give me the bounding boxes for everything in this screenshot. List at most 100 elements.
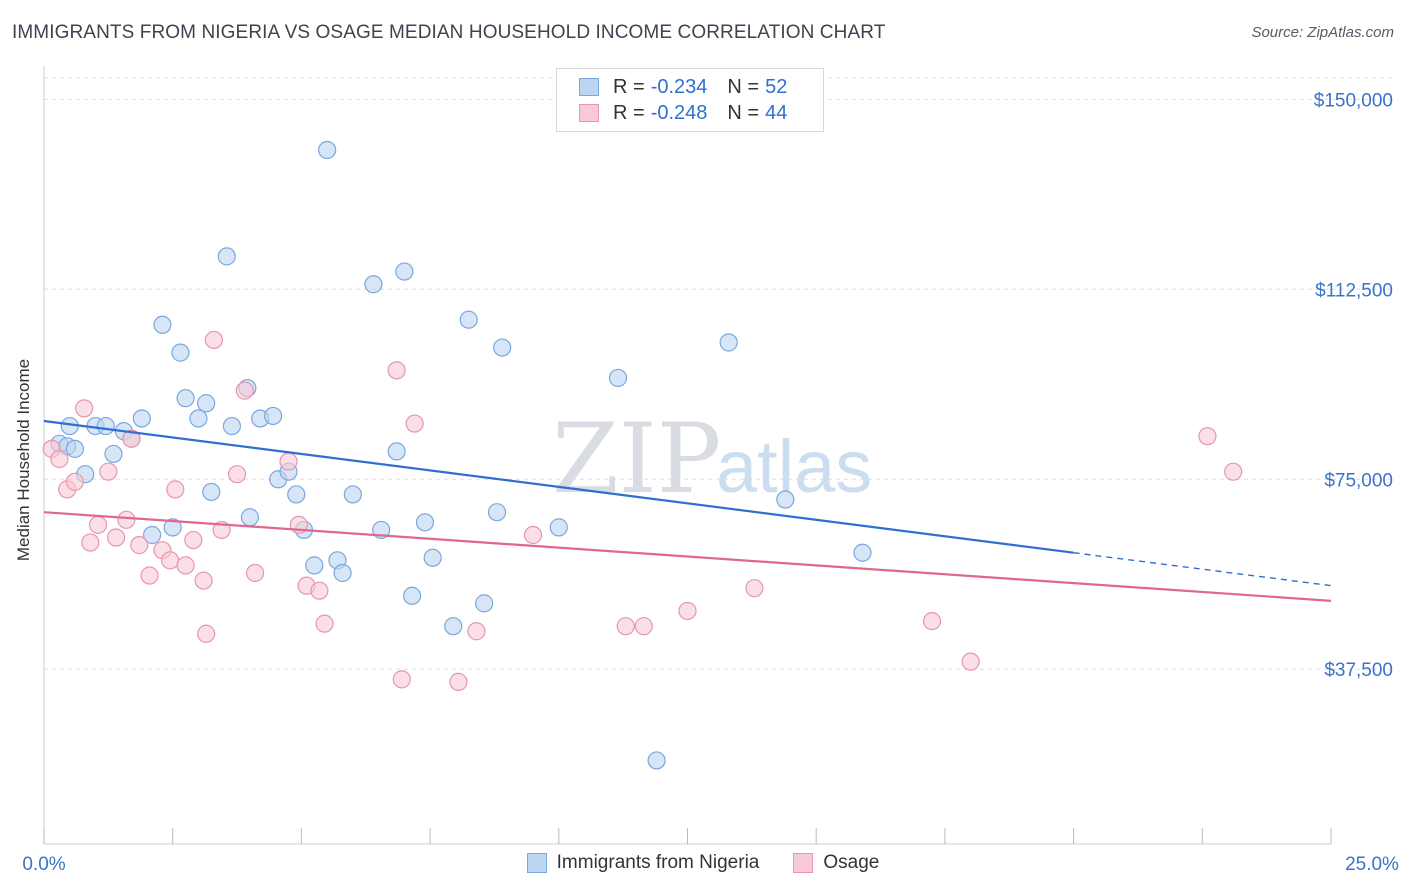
osage-point — [467, 622, 486, 641]
osage-point — [392, 670, 411, 689]
osage-point — [197, 624, 216, 643]
nigeria-point — [104, 444, 123, 464]
osage-point — [204, 330, 223, 350]
legend-swatch-osage — [793, 853, 814, 873]
nigeria-point — [343, 485, 362, 504]
osage-point — [122, 429, 141, 448]
osage-point — [279, 452, 298, 471]
nigeria-point — [387, 442, 406, 461]
legend-item-nigeria[interactable]: Immigrants from Nigeria — [526, 852, 760, 874]
nigeria-point — [132, 409, 151, 428]
watermark-zip: ZIP — [552, 403, 721, 515]
osage-point — [227, 465, 247, 484]
osage-point — [678, 601, 697, 621]
nigeria-point — [202, 482, 221, 502]
osage-point — [634, 617, 653, 636]
nigeria-point — [171, 343, 190, 362]
osage-point — [184, 530, 203, 550]
osage-point — [310, 581, 329, 600]
osage-point — [405, 414, 424, 433]
osage-point — [523, 525, 543, 545]
y-axis-label-wrap: Median Household Income — [14, 359, 34, 561]
osage-point — [922, 612, 942, 631]
watermark: ZIP atlas — [552, 403, 872, 515]
nigeria-point — [415, 513, 435, 532]
osage-point — [176, 556, 195, 575]
tick-labels: $37,500 $75,000 $112,500 $150,000 0.0% 25.0% — [22, 90, 1399, 875]
chart-title: IMMIGRANTS FROM NIGERIA VS OSAGE MEDIAN … — [12, 22, 886, 43]
osage-point — [161, 551, 180, 570]
nigeria-point — [423, 548, 442, 567]
nigeria-point — [240, 508, 260, 527]
n-label: N = — [727, 75, 760, 98]
osage-point — [65, 472, 84, 491]
nigeria-point — [853, 543, 872, 562]
r-value: -0.248 — [650, 101, 708, 124]
nigeria-point — [197, 394, 216, 413]
nigeria-point — [549, 518, 568, 537]
legend-label-osage: Osage — [823, 852, 880, 873]
osage-point — [99, 462, 118, 481]
legend-swatch-nigeria — [526, 853, 547, 873]
nigeria-trend-extension — [1073, 552, 1332, 587]
osage-point — [235, 381, 254, 400]
osage-point — [245, 563, 265, 583]
x-tick-label: 0.0% — [22, 854, 65, 875]
nigeria-point — [305, 556, 324, 575]
nigeria-point — [96, 416, 115, 436]
nigeria-point — [487, 503, 507, 522]
stats-row-osage: R = -0.248 N = 44 — [579, 101, 787, 125]
osage-trend-line — [43, 511, 1332, 602]
x-tick-label: 25.0% — [1345, 854, 1399, 875]
nigeria-trend-line — [43, 419, 1074, 554]
r-label: R = — [613, 75, 645, 98]
nigeria-point — [189, 409, 208, 428]
osage-point — [106, 528, 126, 547]
osage-point — [140, 566, 159, 585]
trend-lines — [43, 419, 1332, 602]
osage-point — [81, 533, 100, 552]
nigeria-point — [493, 338, 512, 357]
y-tick-label: $150,000 — [1314, 90, 1393, 111]
osage-swatch — [579, 104, 599, 122]
gridlines — [44, 77, 1396, 670]
nigeria-point — [647, 751, 666, 770]
y-tick-label: $37,500 — [1324, 660, 1393, 681]
nigeria-point — [222, 416, 242, 436]
nigeria-point — [475, 594, 494, 613]
r-value: -0.234 — [650, 75, 708, 98]
legend-label-nigeria: Immigrants from Nigeria — [556, 852, 760, 873]
nigeria-point — [263, 406, 283, 426]
nigeria-point — [719, 333, 738, 352]
nigeria-point — [444, 617, 463, 636]
osage-point — [75, 399, 94, 418]
stats-legend: R = -0.234 N = 52 R = -0.248 N = 44 — [556, 68, 824, 132]
nigeria-point — [217, 247, 236, 266]
n-value: 52 — [765, 75, 788, 98]
osage-point — [194, 571, 213, 590]
nigeria-point — [287, 485, 306, 504]
nigeria-swatch — [579, 78, 599, 96]
y-tick-label: $112,500 — [1315, 280, 1393, 301]
nigeria-point — [459, 310, 478, 329]
osage-point — [1198, 427, 1217, 446]
r-label: R = — [613, 101, 645, 124]
stats-row-nigeria: R = -0.234 N = 52 — [579, 75, 787, 99]
n-value: 44 — [765, 101, 788, 124]
osage-point — [1224, 462, 1243, 481]
nigeria-point — [608, 368, 628, 388]
nigeria-point — [776, 490, 795, 509]
osage-point — [117, 510, 136, 529]
osage-point — [130, 536, 149, 555]
nigeria-point — [402, 586, 422, 605]
nigeria-point — [176, 389, 195, 408]
source-label: Source: ZipAtlas.com — [1251, 24, 1394, 41]
osage-point — [166, 480, 185, 499]
legend-item-osage[interactable]: Osage — [793, 852, 879, 874]
osage-point — [88, 515, 108, 534]
nigeria-point — [163, 518, 182, 537]
nigeria-point — [364, 275, 383, 294]
nigeria-point — [318, 140, 337, 160]
nigeria-point — [65, 439, 84, 458]
